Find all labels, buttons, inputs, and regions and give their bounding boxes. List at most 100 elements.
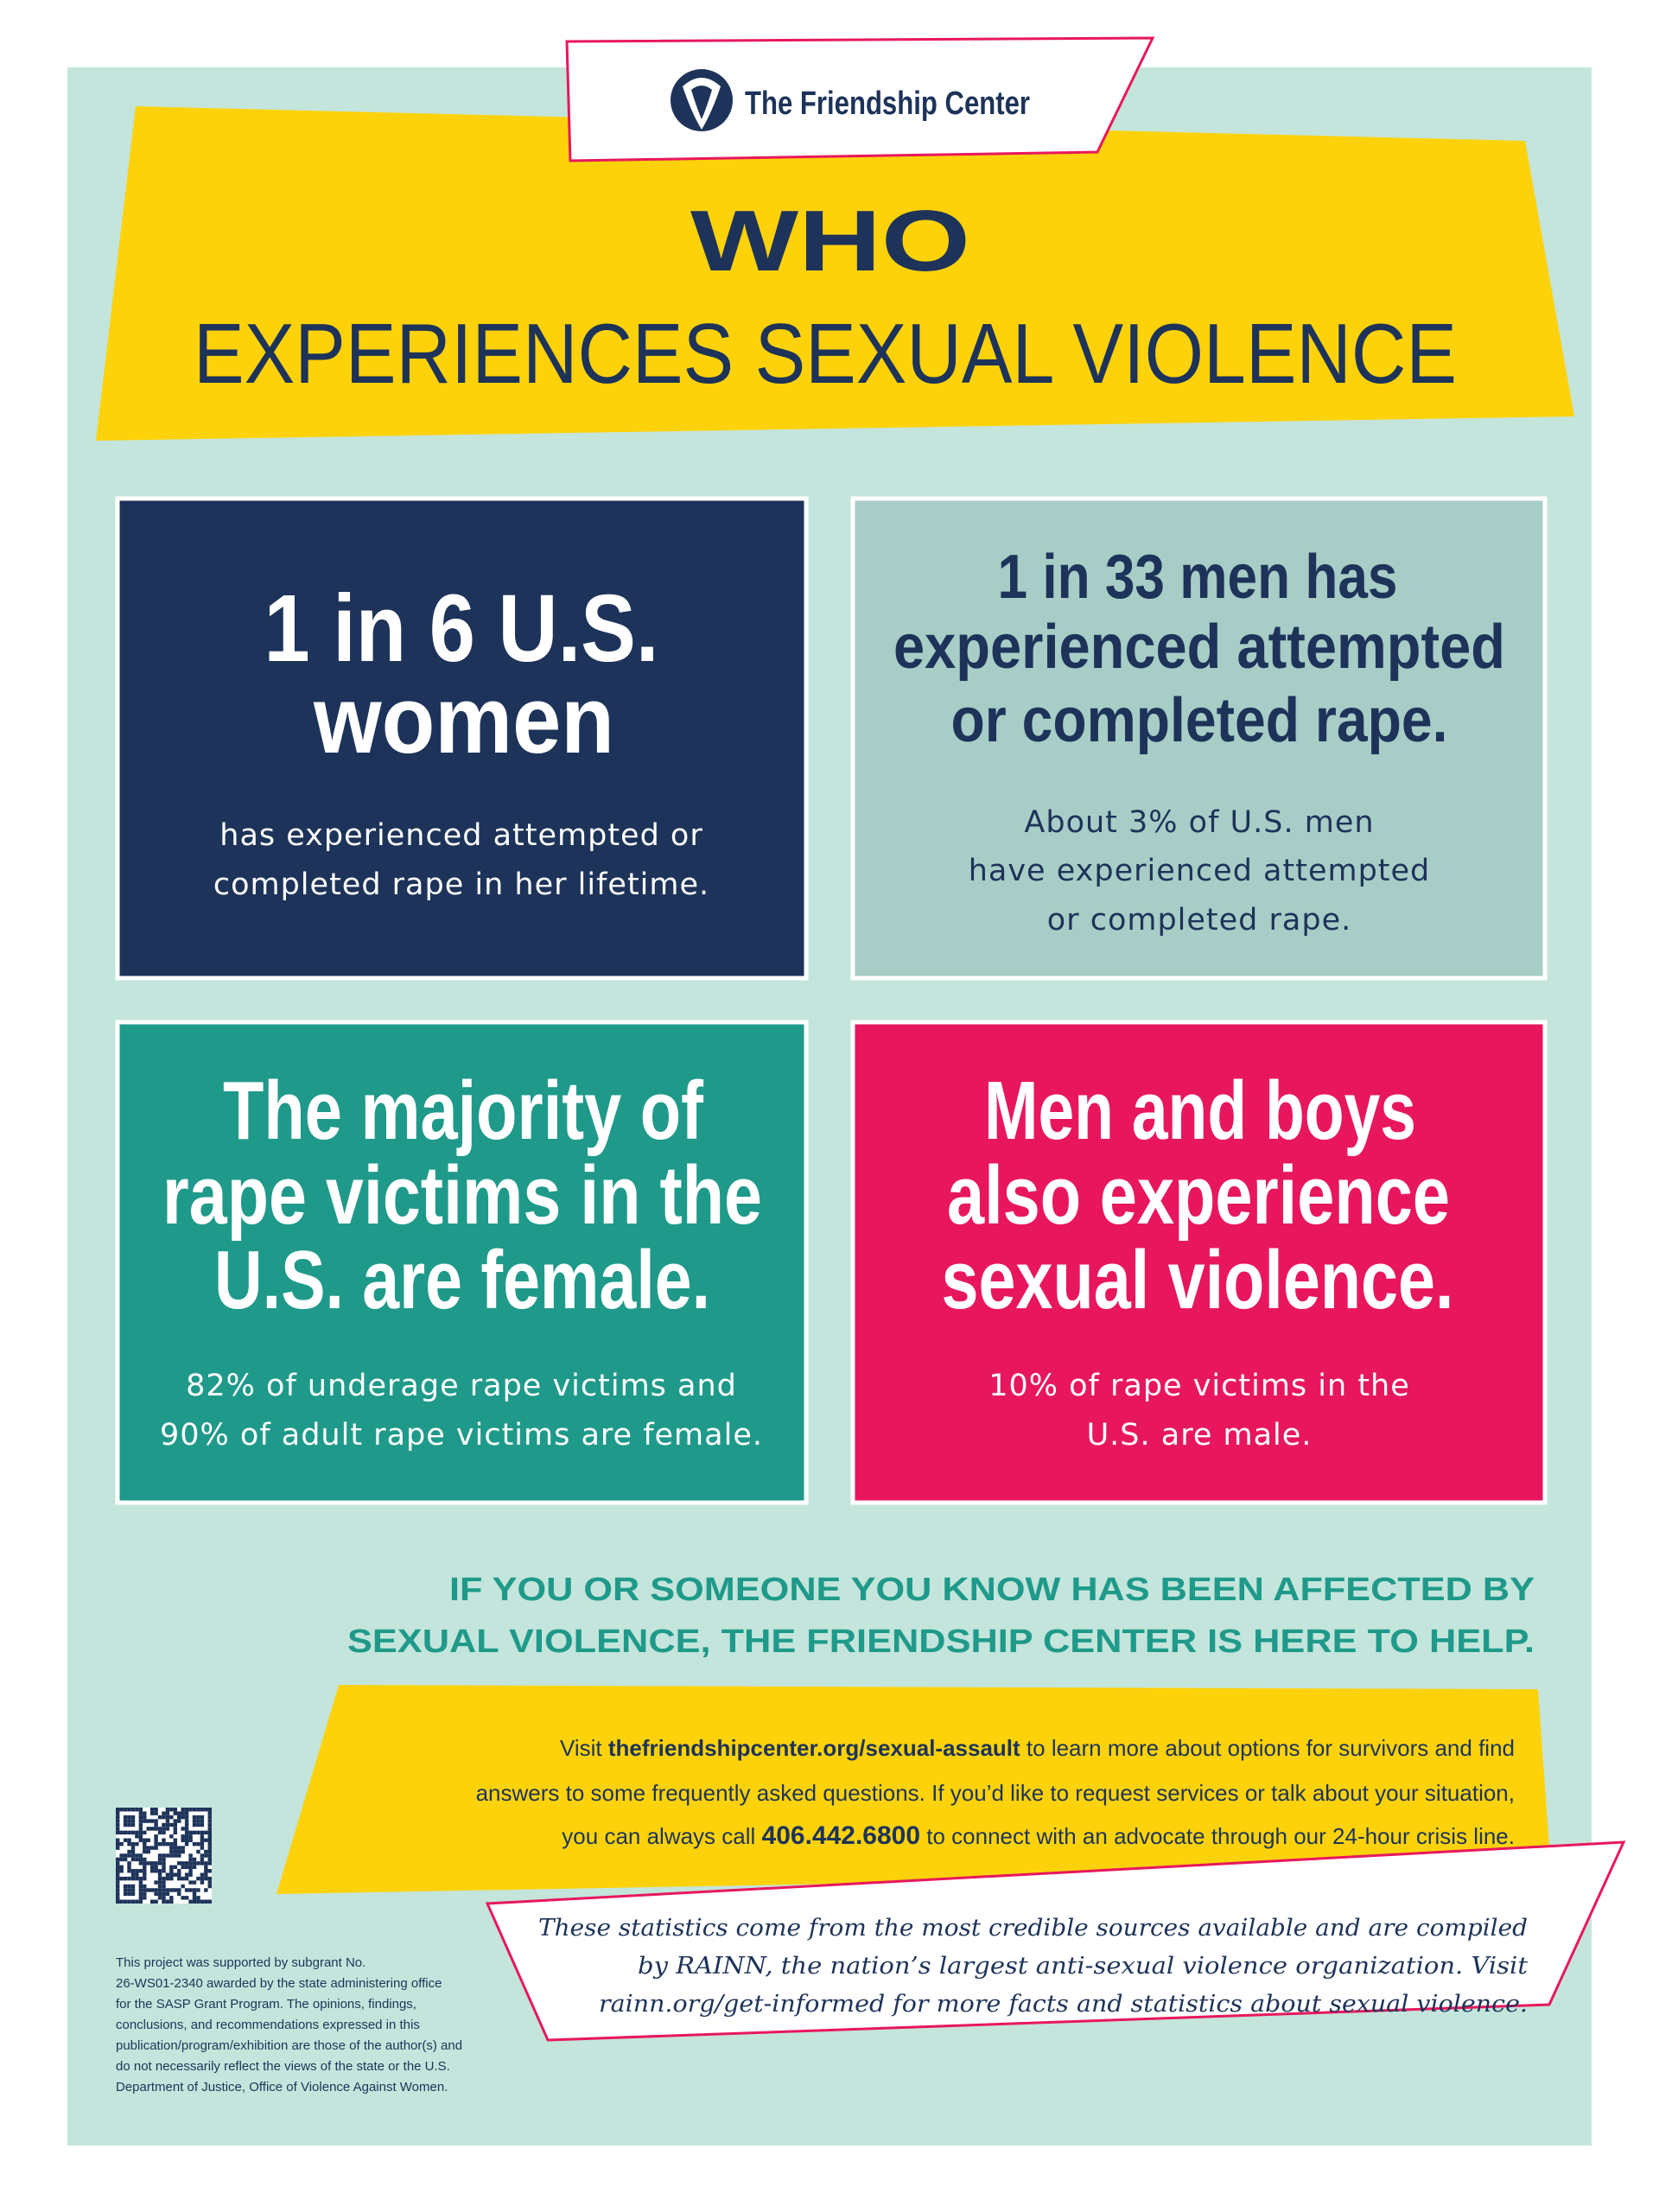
disclaimer: This project was supported by subgrant N… [116,1955,462,2094]
qr-module [135,1841,139,1847]
qr-module [169,1896,174,1900]
qr-module [200,1808,205,1812]
qr-module [169,1853,174,1858]
qr-module [181,1876,185,1881]
title-line-1: WHO [690,193,970,289]
qr-module [123,1830,128,1835]
qr-module [177,1815,181,1820]
qr-module [169,1849,174,1854]
help-text: SEXUAL VIOLENCE, THE FRIENDSHIP CENTER I… [347,1624,1535,1660]
qr-module [204,1899,208,1904]
qr-module [154,1880,158,1885]
qr-module [123,1853,128,1858]
qr-module [207,1815,212,1820]
sources-text: rainn.org/get-informed for more facts an… [599,1991,1528,2018]
qr-module [116,1822,120,1827]
qr-module [149,1827,155,1831]
qr-module [138,1838,143,1842]
qr-module [200,1857,205,1862]
qr-module [184,1888,189,1892]
qr-module [135,1872,139,1877]
disclaimer-text: 26-WS01-2340 awarded by the state admini… [116,1976,442,1991]
qr-module [130,1846,136,1850]
qr-module [200,1838,205,1842]
qr-module [200,1822,205,1827]
qr-module [173,1846,178,1850]
qr-module [130,1884,136,1889]
title-line-2: EXPERIENCES SEXUAL VIOLENCE [194,306,1457,401]
qr-module [146,1819,150,1823]
qr-module [207,1808,212,1812]
qr-module [169,1888,174,1892]
qr-module [177,1888,181,1892]
qr-module [173,1838,178,1842]
qr-module [127,1888,131,1892]
qr-module [143,1872,147,1877]
qr-module [192,1815,197,1820]
qr-module [173,1819,178,1823]
qr-module [143,1865,147,1870]
qr-module [130,1869,136,1873]
qr-module [200,1853,205,1858]
qr-module [143,1857,147,1862]
qr-module [157,1876,162,1881]
qr-module [143,1846,147,1850]
qr-module [165,1872,170,1877]
card [850,496,1548,981]
qr-module [130,1872,136,1877]
qr-module [169,1872,174,1877]
qr-module [173,1808,178,1812]
qr-module [138,1888,143,1892]
qr-module [143,1830,147,1835]
qr-module [173,1872,178,1877]
qr-module [207,1841,212,1847]
qr-module [123,1876,128,1881]
info-text: Visit thefriendshipcenter.org/sexual-ass… [560,1735,1515,1761]
qr-module [207,1869,212,1873]
qr-module [207,1822,212,1827]
qr-module [149,1811,155,1815]
qr-module [116,1899,120,1904]
qr-module [173,1888,178,1892]
qr-module [116,1841,120,1847]
disclaimer-text: publication/program/exhibition are those… [116,2038,462,2053]
info-link[interactable]: thefriendshipcenter.org/sexual-assault [608,1735,1020,1761]
qr-module [154,1865,158,1870]
card [850,1020,1548,1505]
qr-module [192,1896,197,1900]
qr-module [127,1841,131,1847]
qr-module [200,1834,205,1839]
card-body: completed rape in her lifetime. [213,868,709,902]
qr-module [184,1822,189,1827]
qr-module [135,1857,139,1862]
qr-module [204,1849,208,1854]
card-headline: 1 in 6 U.S. [264,575,659,682]
qr-module [181,1861,185,1866]
qr-module [157,1827,162,1831]
qr-module [135,1830,139,1835]
qr-module [196,1822,200,1827]
qr-module [177,1869,181,1873]
qr-module [165,1822,170,1827]
qr-module [143,1849,147,1854]
qr-module [130,1888,136,1892]
qr-module [169,1876,174,1881]
qr-module [204,1830,208,1835]
qr-module [127,1808,131,1812]
info-phone[interactable]: 406.442.6800 [762,1821,921,1850]
card-body: 90% of adult rape victims are female. [160,1418,763,1452]
qr-module [149,1808,155,1812]
qr-module [146,1849,150,1854]
qr-module [149,1819,155,1823]
qr-module [127,1853,131,1858]
qr-module [188,1880,193,1885]
disclaimer-text: conclusions, and recommendations express… [116,2018,420,2032]
qr-module [157,1869,162,1873]
qr-module [138,1811,143,1815]
qr-module [192,1865,197,1870]
qr-module [143,1811,147,1815]
sources-text: These statistics come from the most cred… [538,1915,1528,1942]
qr-module [181,1827,185,1831]
qr-module [196,1830,200,1835]
qr-module [146,1888,150,1892]
